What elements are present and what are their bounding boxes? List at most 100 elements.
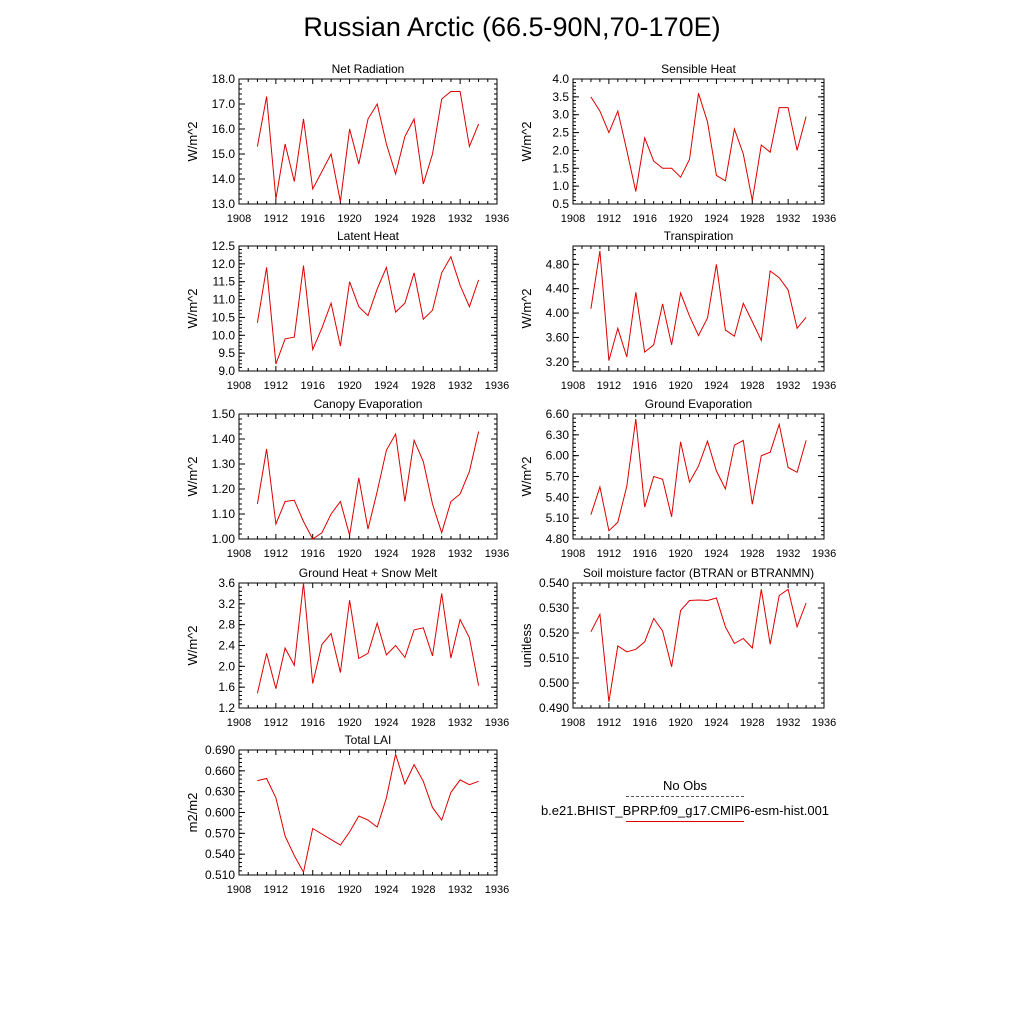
x-tick-label: 1936 [812,213,836,225]
x-tick-label: 1928 [411,717,435,729]
y-tick-label: 1.00 [212,532,236,546]
x-tick-label: 1932 [448,884,472,896]
y-tick-label: 4.00 [546,306,570,320]
y-tick-label: 5.70 [546,470,570,484]
panel-title: Net Radiation [332,62,405,76]
y-tick-label: 13.0 [212,197,236,211]
x-tick-label: 1936 [485,213,509,225]
y-tick-label: 3.6 [218,576,235,590]
y-tick-label: 0.5 [552,197,569,211]
x-tick-label: 1916 [632,717,656,729]
x-tick-label: 1916 [300,884,324,896]
y-tick-label: 11.5 [213,275,236,289]
y-tick-label: 12.0 [212,257,236,271]
series-line [256,255,480,365]
x-tick-label: 1920 [337,380,361,392]
x-tick-label: 1928 [411,548,435,560]
y-tick-label: 6.30 [546,428,570,442]
y-tick-label: 1.20 [212,482,236,496]
y-tick-label: 11.0 [213,293,236,307]
legend-model-line [626,821,744,822]
x-tick-label: 1920 [668,380,692,392]
x-tick-label: 1908 [561,213,585,225]
x-tick-label: 1920 [668,213,692,225]
y-axis-label: W/m^2 [185,121,200,161]
x-tick-label: 1928 [411,213,435,225]
y-tick-label: 0.690 [205,743,235,757]
y-tick-label: 2.0 [218,659,235,673]
x-tick-label: 1908 [227,380,251,392]
x-tick-label: 1920 [337,548,361,560]
y-axis-label: W/m^2 [185,625,200,665]
x-tick-label: 1908 [227,717,251,729]
y-tick-label: 1.30 [212,457,236,471]
panel-title: Total LAI [345,733,392,747]
y-tick-label: 6.00 [546,449,570,463]
y-tick-label: 0.530 [539,601,569,615]
y-tick-label: 1.6 [218,680,235,694]
x-tick-label: 1932 [776,717,800,729]
plot-frame [238,749,498,876]
x-tick-label: 1924 [374,380,398,392]
plot-frame [572,245,825,372]
x-tick-label: 1908 [227,548,251,560]
x-tick-label: 1916 [632,380,656,392]
x-tick-label: 1928 [411,884,435,896]
panel-title: Ground Heat + Snow Melt [299,566,438,580]
y-tick-label: 0.660 [205,764,235,778]
x-tick-label: 1924 [704,548,728,560]
figure-title: Russian Arctic (66.5-90N,70-170E) [303,12,721,42]
x-tick-label: 1924 [374,884,398,896]
x-tick-label: 1912 [597,213,621,225]
x-tick-label: 1932 [448,380,472,392]
x-tick-label: 1908 [561,548,585,560]
y-tick-label: 1.50 [212,407,236,421]
y-tick-label: 0.630 [205,785,235,799]
chart-panel: Total LAI m2/m2 1908 1912 1916 1920 1924 1928 19… [185,733,509,896]
y-tick-label: 4.80 [546,257,570,271]
x-tick-label: 1936 [485,884,509,896]
chart-panel: Soil moisture factor (BTRAN or BTRANMN) u… [519,566,836,729]
chart-panel: Sensible Heat W/m^2 1908 1912 1916 1920 1924 19… [519,62,836,225]
x-tick-label: 1932 [448,213,472,225]
x-tick-label: 1924 [374,548,398,560]
chart-panel: Ground Heat + Snow Melt W/m^2 1908 1912 1916… [185,566,509,729]
y-tick-label: 0.540 [539,576,569,590]
x-tick-label: 1908 [227,213,251,225]
x-tick-label: 1928 [740,213,764,225]
x-tick-label: 1932 [776,380,800,392]
y-tick-label: 4.40 [546,282,570,296]
series-line [256,582,480,694]
x-tick-label: 1916 [300,380,324,392]
y-tick-label: 3.60 [546,330,570,344]
y-tick-label: 0.510 [205,868,235,882]
x-tick-label: 1912 [264,717,288,729]
y-tick-label: 1.2 [218,701,235,715]
y-tick-label: 3.20 [546,355,570,369]
x-tick-label: 1916 [300,213,324,225]
y-tick-label: 1.40 [212,432,236,446]
x-tick-label: 1908 [227,884,251,896]
series-line [256,91,480,202]
x-tick-label: 1932 [448,548,472,560]
chart-panel: Transpiration W/m^2 1908 1912 1916 1920 1924 19… [519,229,836,392]
series-line [257,752,479,874]
x-tick-label: 1924 [704,213,728,225]
y-tick-label: 2.4 [218,639,235,653]
plot-frame [238,582,498,709]
y-axis-label: W/m^2 [519,288,534,328]
chart-panel: Net Radiation W/m^2 1908 1912 1916 1920 1924 19… [185,62,509,225]
x-tick-label: 1936 [485,548,509,560]
x-tick-label: 1920 [668,548,692,560]
x-tick-label: 1932 [776,213,800,225]
y-axis-label: m2/m2 [185,793,200,833]
panel-title: Transpiration [664,229,734,243]
y-tick-label: 3.0 [552,108,569,122]
x-tick-label: 1916 [632,548,656,560]
x-tick-label: 1924 [374,717,398,729]
y-tick-label: 0.510 [539,651,569,665]
y-tick-label: 0.540 [205,847,235,861]
plot-frame [238,245,498,372]
x-tick-label: 1908 [561,717,585,729]
